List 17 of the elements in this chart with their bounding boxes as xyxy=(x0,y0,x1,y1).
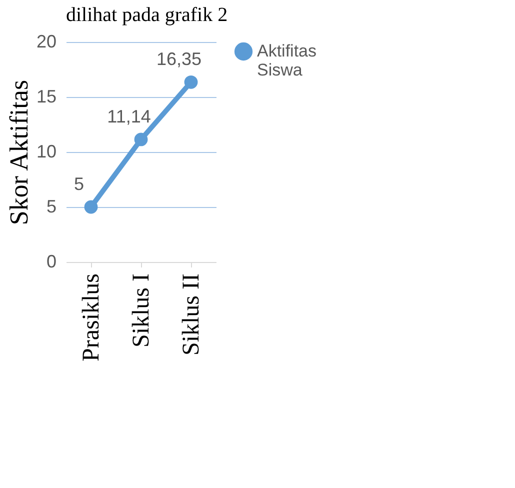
point xyxy=(184,75,198,89)
y-tick-label: 0 xyxy=(46,252,56,272)
x-tick-label: Siklus I xyxy=(128,273,154,348)
point xyxy=(134,132,148,146)
x-tick-label: Prasiklus xyxy=(78,274,104,362)
text: 11,14 xyxy=(107,106,151,126)
text: 16,35 xyxy=(156,49,202,70)
text: dilihat pada grafik 2 xyxy=(66,4,228,26)
y-axis-title: Skor Aktifitas xyxy=(4,80,34,226)
point xyxy=(84,200,98,214)
legend-label: Aktifitas Siswa xyxy=(257,42,317,80)
text: 5 xyxy=(74,174,84,194)
y-tick-label: 10 xyxy=(36,142,56,162)
y-tick-label: 15 xyxy=(36,86,56,106)
y-tick-label: 20 xyxy=(36,32,56,52)
y-tick-label: 5 xyxy=(46,196,56,216)
x-tick-label: Siklus II xyxy=(178,274,204,356)
